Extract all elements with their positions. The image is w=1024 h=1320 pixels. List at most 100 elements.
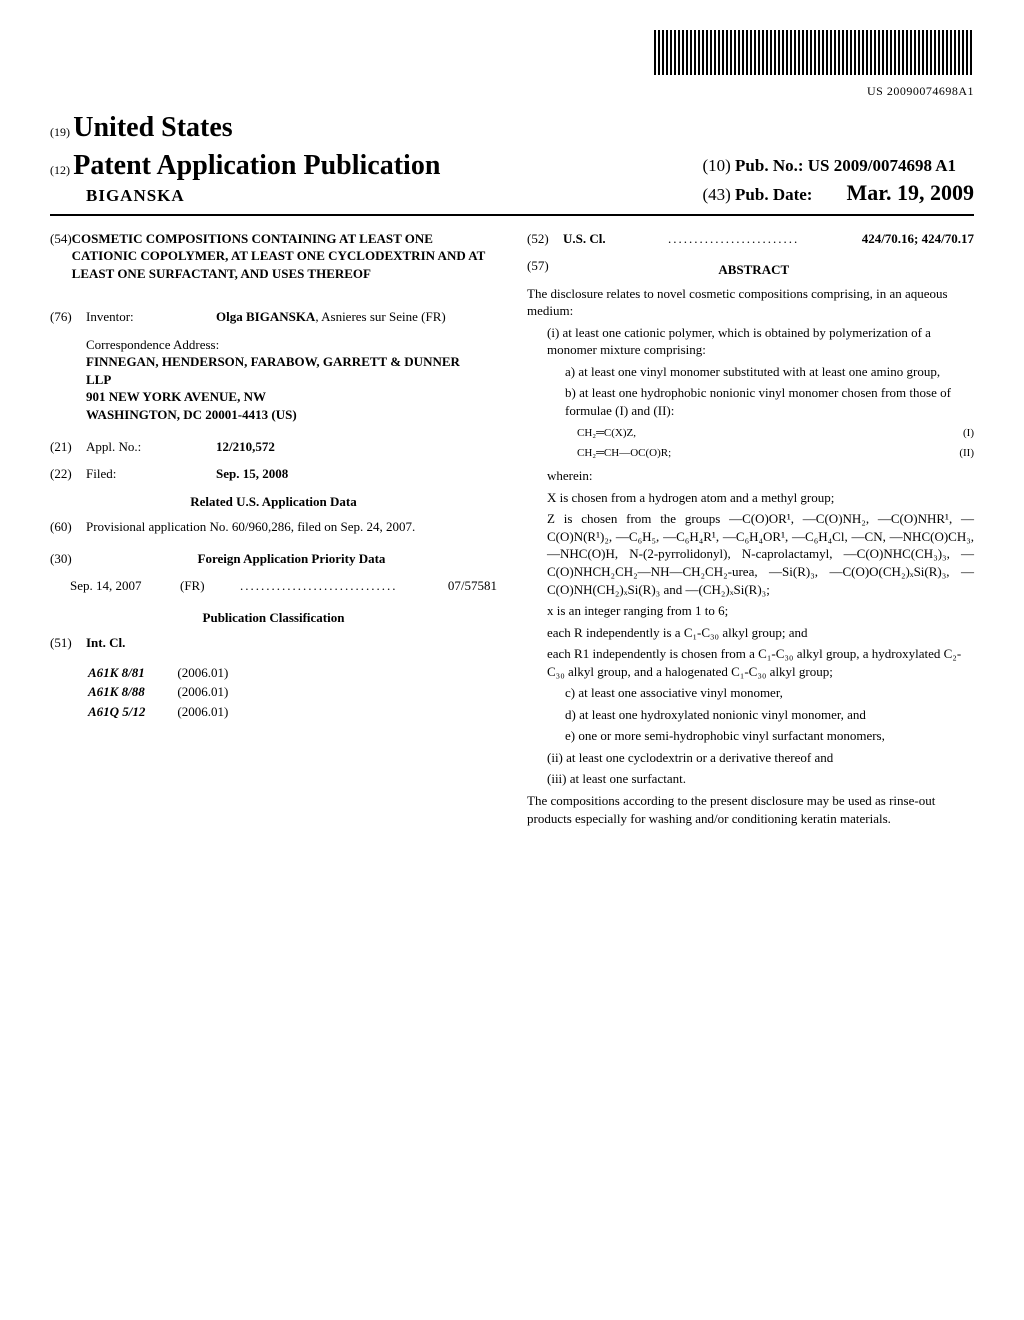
abstract-num: (57)	[527, 257, 563, 275]
filed-num: (22)	[50, 465, 86, 483]
pubdate-prefix: (43)	[702, 185, 730, 204]
foreign-appno: 07/57581	[417, 577, 497, 595]
barcode-section: US 20090074698A1	[50, 30, 974, 99]
uscl-value: 424/70.16; 424/70.17	[862, 230, 974, 248]
header-row: (19) United States (12) Patent Applicati…	[50, 109, 974, 208]
related-heading: Related U.S. Application Data	[50, 493, 497, 511]
intcl-year-2: (2006.01)	[177, 703, 258, 721]
formula-1: CH₂═C(X)Z,	[577, 426, 934, 441]
formula-1-num: (I)	[934, 426, 974, 441]
abstract-i: (i) at least one cationic polymer, which…	[547, 324, 974, 359]
foreign-date: Sep. 14, 2007	[70, 577, 180, 595]
country: United States	[73, 112, 232, 143]
classification-heading: Publication Classification	[50, 609, 497, 627]
correspondence-block: Correspondence Address: FINNEGAN, HENDER…	[86, 336, 497, 424]
intcl-year-1: (2006.01)	[177, 683, 258, 701]
correspondence-line-0: FINNEGAN, HENDERSON, FARABOW, GARRETT & …	[86, 354, 460, 369]
abstract-intro: The disclosure relates to novel cosmetic…	[527, 285, 974, 320]
abstract-x: X is chosen from a hydrogen atom and a m…	[547, 489, 974, 507]
abstract-closing: The compositions according to the presen…	[527, 792, 974, 827]
inventor-label: Inventor:	[86, 308, 216, 326]
pubno-label: Pub. No.:	[735, 156, 803, 175]
intcl-row-1: A61K 8/88 (2006.01)	[88, 683, 258, 701]
title-row: (54) COSMETIC COMPOSITIONS CONTAINING AT…	[50, 230, 497, 299]
filed-label: Filed:	[86, 465, 216, 483]
foreign-priority-row: Sep. 14, 2007 (FR) .....................…	[50, 577, 497, 595]
filed-row: (22) Filed: Sep. 15, 2008	[50, 465, 497, 483]
header-right: (10) Pub. No.: US 2009/0074698 A1 (43) P…	[682, 155, 974, 208]
formula-2-num: (II)	[934, 446, 974, 461]
foreign-heading: Foreign Application Priority Data	[86, 550, 497, 568]
abstract-d: d) at least one hydroxylated nonionic vi…	[565, 706, 974, 724]
uscl-dots: .........................	[606, 230, 862, 248]
foreign-num: (30)	[50, 550, 86, 568]
intcl-table: A61K 8/81 (2006.01) A61K 8/88 (2006.01) …	[86, 662, 260, 723]
abstract-r: each R independently is a C₁-C₃₀ alkyl g…	[547, 624, 974, 642]
abstract-iii: (iii) at least one surfactant.	[547, 770, 974, 788]
formula-1-row: CH₂═C(X)Z, (I)	[577, 426, 974, 441]
abstract-e: e) one or more semi-hydrophobic vinyl su…	[565, 727, 974, 745]
pubdate-label: Pub. Date:	[735, 185, 812, 204]
pub-prefix: (12)	[50, 163, 70, 177]
abstract-ii: (ii) at least one cyclodextrin or a deri…	[547, 749, 974, 767]
uscl-num: (52)	[527, 230, 563, 248]
appl-value: 12/210,572	[216, 438, 275, 456]
related-text: Provisional application No. 60/960,286, …	[86, 518, 415, 536]
title-text: COSMETIC COMPOSITIONS CONTAINING AT LEAS…	[72, 230, 497, 283]
abstract-z: Z is chosen from the groups —C(O)OR¹, —C…	[547, 510, 974, 598]
inventor-row: (76) Inventor: Olga BIGANSKA, Asnieres s…	[50, 308, 497, 326]
barcode-number: US 20090074698A1	[867, 84, 974, 98]
abstract-header: (57) ABSTRACT	[527, 257, 974, 285]
intcl-code-2: A61Q 5/12	[88, 703, 175, 721]
inventor-value: Olga BIGANSKA, Asnieres sur Seine (FR)	[216, 308, 446, 326]
main-columns: (54) COSMETIC COMPOSITIONS CONTAINING AT…	[50, 230, 974, 831]
barcode-graphic	[654, 30, 974, 75]
inventor-addr: Asnieres sur Seine (FR)	[321, 309, 446, 324]
intcl-code-1: A61K 8/88	[88, 683, 175, 701]
pub-type: Patent Application Publication	[73, 150, 440, 181]
header-inventor: BIGANSKA	[86, 185, 440, 208]
pubno: US 2009/0074698 A1	[808, 156, 956, 175]
correspondence-line-1: LLP	[86, 372, 111, 387]
uscl-row: (52) U.S. Cl. ......................... …	[527, 230, 974, 248]
related-row: (60) Provisional application No. 60/960,…	[50, 518, 497, 536]
correspondence-line-3: WASHINGTON, DC 20001-4413 (US)	[86, 407, 297, 422]
appl-label: Appl. No.:	[86, 438, 216, 456]
correspondence-line-2: 901 NEW YORK AVENUE, NW	[86, 389, 266, 404]
foreign-num-row: (30) Foreign Application Priority Data	[50, 550, 497, 568]
abstract-wherein: wherein:	[547, 467, 974, 485]
abstract-xint: x is an integer ranging from 1 to 6;	[547, 602, 974, 620]
inventor-name: Olga BIGANSKA	[216, 309, 315, 324]
uscl-label: U.S. Cl.	[563, 230, 606, 248]
left-column: (54) COSMETIC COMPOSITIONS CONTAINING AT…	[50, 230, 497, 831]
country-prefix: (19)	[50, 125, 70, 139]
right-column: (52) U.S. Cl. ......................... …	[527, 230, 974, 831]
appl-row: (21) Appl. No.: 12/210,572	[50, 438, 497, 456]
intcl-row: (51) Int. Cl.	[50, 634, 497, 652]
foreign-country: (FR)	[180, 577, 240, 595]
abstract-title: ABSTRACT	[566, 261, 941, 279]
filed-value: Sep. 15, 2008	[216, 465, 288, 483]
intcl-num: (51)	[50, 634, 86, 652]
formula-2-row: CH₂═CH—OC(O)R; (II)	[577, 446, 974, 461]
abstract-c: c) at least one associative vinyl monome…	[565, 684, 974, 702]
title-num: (54)	[50, 230, 72, 299]
intcl-code-0: A61K 8/81	[88, 664, 175, 682]
correspondence-label: Correspondence Address:	[86, 336, 497, 354]
abstract-a: a) at least one vinyl monomer substitute…	[565, 363, 974, 381]
intcl-year-0: (2006.01)	[177, 664, 258, 682]
pubdate: Mar. 19, 2009	[846, 180, 974, 205]
abstract-r1: each R1 independently is chosen from a C…	[547, 645, 974, 680]
formula-2: CH₂═CH—OC(O)R;	[577, 446, 934, 461]
inventor-num: (76)	[50, 308, 86, 326]
related-num: (60)	[50, 518, 86, 536]
intcl-row-0: A61K 8/81 (2006.01)	[88, 664, 258, 682]
header-left: (19) United States (12) Patent Applicati…	[50, 109, 440, 208]
abstract-b: b) at least one hydrophobic nonionic vin…	[565, 384, 974, 419]
foreign-dots: ..............................	[240, 577, 417, 595]
pubno-prefix: (10)	[702, 156, 730, 175]
divider	[50, 214, 974, 216]
intcl-row-2: A61Q 5/12 (2006.01)	[88, 703, 258, 721]
intcl-label: Int. Cl.	[86, 634, 125, 652]
appl-num: (21)	[50, 438, 86, 456]
